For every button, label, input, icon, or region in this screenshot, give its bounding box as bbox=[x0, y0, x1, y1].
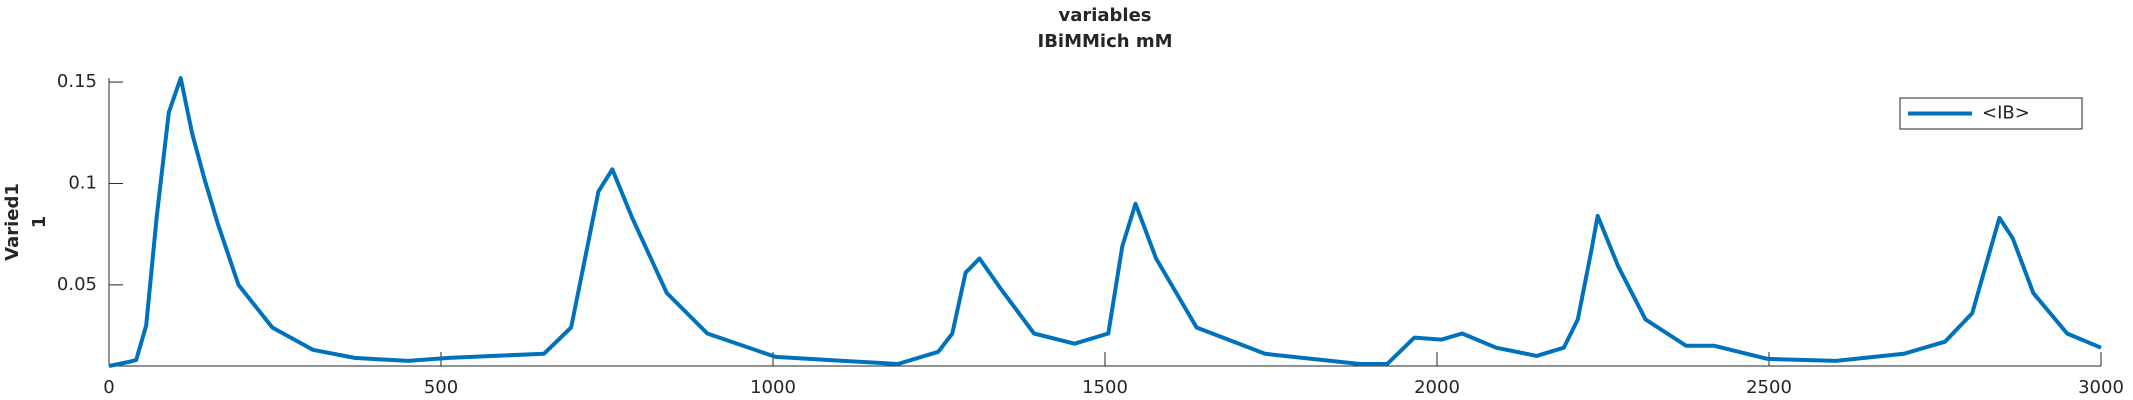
y-label: Varied1 1 bbox=[2, 183, 50, 261]
y-tick-label: 0.1 bbox=[68, 172, 97, 193]
y-tick-label: 0.05 bbox=[57, 274, 97, 295]
chart-title: variables bbox=[1058, 5, 1151, 26]
y-label-line: Varied1 bbox=[2, 183, 23, 261]
x-tick-label: 500 bbox=[424, 377, 458, 398]
x-tick-label: 3000 bbox=[2078, 377, 2124, 398]
chart-subtitle: IBiMMich mM bbox=[1038, 31, 1173, 52]
x-tick-label: 1500 bbox=[1082, 377, 1128, 398]
x-tick-label: 2500 bbox=[1746, 377, 1792, 398]
x-tick-label: 1000 bbox=[750, 377, 796, 398]
legend-label: <IB> bbox=[1982, 103, 2030, 124]
y-label-line: 1 bbox=[29, 216, 50, 229]
y-tick-label: 0.15 bbox=[57, 71, 97, 92]
data-line bbox=[108, 76, 2102, 368]
x-tick-label: 2000 bbox=[1414, 377, 1460, 398]
x-tick-label: 0 bbox=[103, 377, 114, 398]
